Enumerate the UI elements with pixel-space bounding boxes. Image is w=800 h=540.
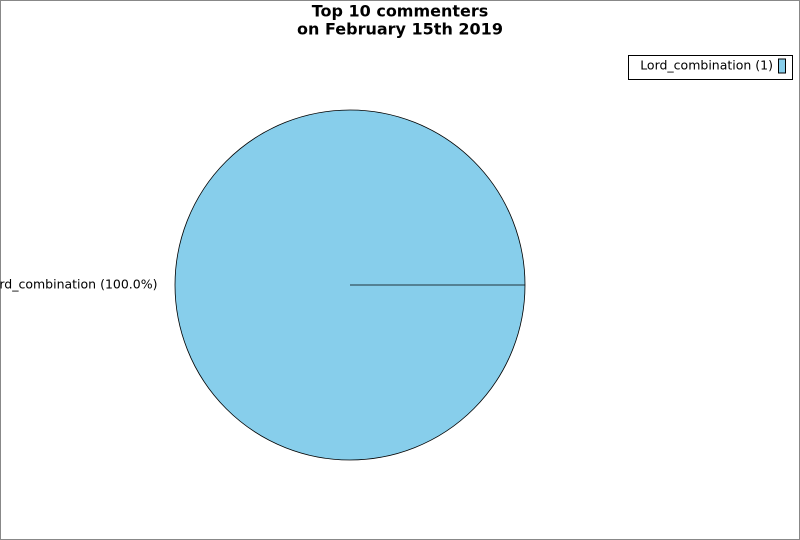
slice-label: Lord_combination (100.0%) — [0, 277, 158, 292]
chart-title: on February 15th 2019 — [297, 20, 503, 39]
legend-box — [628, 55, 793, 80]
legend-swatch — [778, 58, 786, 74]
chart-title: Top 10 commenters — [312, 2, 489, 21]
legend-label: Lord_combination (1) — [640, 58, 773, 73]
